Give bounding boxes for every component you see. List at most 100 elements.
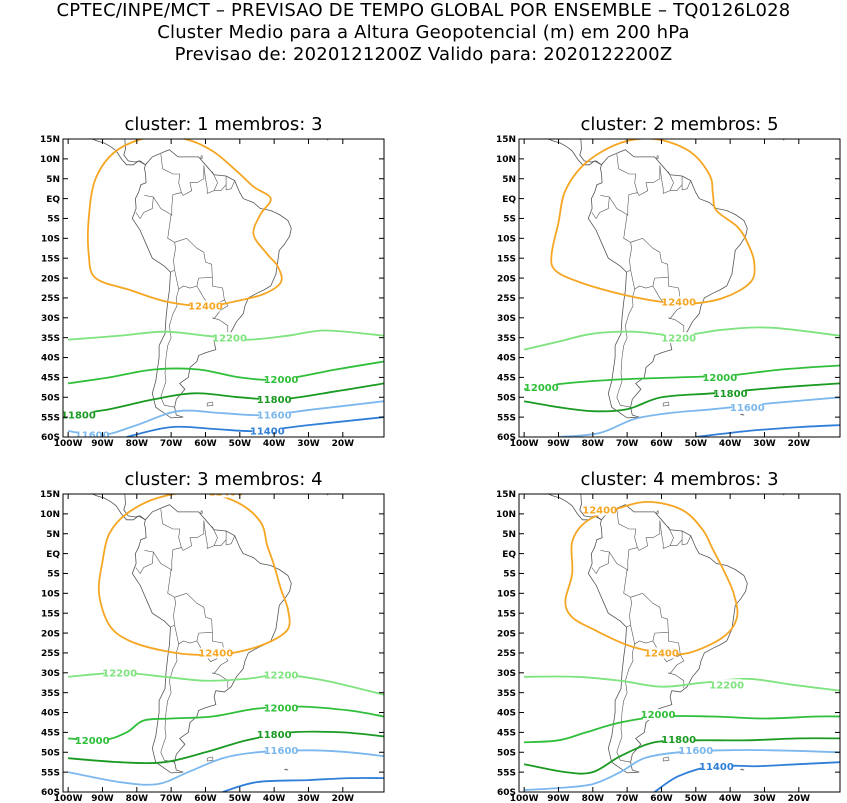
svg-text:11600: 11600 — [678, 746, 713, 757]
map-frame — [518, 138, 841, 438]
contour-12400 — [86, 139, 283, 307]
svg-text:11600: 11600 — [257, 411, 292, 422]
lon-label: 70W — [616, 794, 639, 803]
country-border — [659, 520, 674, 549]
contour-label: 11400 — [699, 760, 734, 773]
coastline-central-america — [92, 139, 146, 166]
contour-label: 12000 — [524, 381, 559, 394]
coastline-south-america — [131, 149, 292, 419]
header-line-1: CPTEC/INPE/MCT – PREVISAO DE TEMPO GLOBA… — [56, 0, 791, 21]
lon-label: 100W — [54, 439, 83, 449]
lat-label: 5N — [502, 175, 516, 185]
header-line-2: Cluster Medio para a Altura Geopotencial… — [157, 22, 690, 43]
country-border — [670, 176, 683, 191]
lat-label: 10N — [40, 155, 60, 165]
lat-label: 55S — [497, 768, 516, 778]
lon-label: 80W — [126, 794, 149, 803]
lat-label: 15S — [497, 609, 516, 619]
country-border — [681, 535, 691, 546]
lat-label: EQ — [46, 195, 60, 205]
lat-label: 5S — [503, 215, 516, 225]
contour-12000 — [523, 364, 840, 391]
lon-label: 60W — [650, 439, 673, 449]
country-border — [591, 550, 610, 575]
lat-label: 35S — [497, 334, 516, 344]
lat-label: 50S — [41, 393, 60, 403]
svg-text:11800: 11800 — [61, 411, 96, 422]
lon-label: 30W — [753, 439, 776, 449]
lat-label: 55S — [41, 413, 60, 423]
lat-label: 40S — [497, 709, 516, 719]
coastline-central-america — [579, 139, 602, 166]
lat-label: 20S — [497, 629, 516, 639]
island-outline — [813, 85, 815, 86]
lat-label: 30S — [41, 314, 60, 324]
svg-text:12000: 12000 — [702, 373, 737, 384]
lat-label: 15N — [40, 490, 60, 500]
lon-label: 20W — [788, 439, 811, 449]
lat-label: 55S — [497, 413, 516, 423]
panel-1: cluster: 1 membros: 3 12400 12200 12000 1180… — [40, 114, 385, 449]
contour-label: 12400 — [644, 647, 679, 660]
lat-label: 50S — [497, 393, 516, 403]
lon-label: 30W — [753, 794, 776, 803]
lon-label: 60W — [194, 794, 217, 803]
contour-label: 11800 — [661, 734, 696, 746]
lat-label: EQ — [46, 550, 60, 560]
panel-title: cluster: 3 membros: 4 — [124, 469, 322, 490]
contour-12400 — [550, 139, 756, 306]
country-border — [616, 154, 638, 216]
contour-label: 12000 — [702, 371, 737, 384]
country-border — [174, 237, 213, 290]
lat-label: 15N — [496, 490, 516, 500]
panel-title: cluster: 2 membros: 5 — [580, 114, 778, 135]
country-border — [630, 237, 669, 290]
svg-text:12400: 12400 — [644, 649, 679, 660]
lon-label: 90W — [547, 794, 570, 803]
lat-label: 60S — [497, 433, 516, 443]
contour-11800 — [68, 730, 384, 765]
coastline-central-america — [123, 139, 146, 166]
map-frame — [62, 493, 385, 793]
lat-label: 15S — [41, 609, 60, 619]
svg-text:12400: 12400 — [198, 649, 233, 660]
island-outline — [357, 440, 359, 441]
lat-label: 15N — [40, 135, 60, 145]
coastline-central-america — [123, 494, 146, 521]
country-border — [214, 531, 227, 546]
svg-text:12000: 12000 — [524, 383, 559, 394]
contour-12200 — [524, 675, 840, 692]
contour-12200 — [523, 326, 840, 351]
lat-label: 10S — [497, 590, 516, 600]
lat-label: 40S — [497, 354, 516, 364]
country-border — [616, 644, 635, 763]
country-border — [616, 509, 638, 571]
lon-label: 80W — [582, 794, 605, 803]
lat-label: 15N — [496, 135, 516, 145]
svg-text:12400: 12400 — [188, 301, 223, 312]
figure-header: CPTEC/INPE/MCT – PREVISAO DE TEMPO GLOBA… — [0, 0, 847, 66]
lat-label: 55S — [41, 768, 60, 778]
contour-11800 — [67, 382, 384, 416]
lat-label: 5S — [503, 570, 516, 580]
country-border — [630, 592, 669, 645]
svg-text:12000: 12000 — [75, 736, 110, 747]
country-border — [225, 180, 235, 191]
contour-label: 11600 — [678, 744, 713, 757]
country-border — [181, 520, 205, 551]
lat-label: 15S — [41, 254, 60, 264]
map-area: 12400 12400 12200 12200 12000 12000 11800 11600 — [67, 440, 384, 792]
country-border — [174, 592, 213, 645]
lat-label: 30S — [497, 314, 516, 324]
lat-label: 10S — [497, 235, 516, 245]
lon-label: 50W — [685, 794, 708, 803]
contour-label: 11800 — [61, 409, 96, 422]
contour-11400 — [222, 777, 384, 792]
lat-label: 15S — [497, 254, 516, 264]
lat-label: 35S — [41, 689, 60, 699]
lon-label: 70W — [160, 794, 183, 803]
contour-12400 — [564, 501, 739, 656]
lon-label: 90W — [547, 439, 570, 449]
